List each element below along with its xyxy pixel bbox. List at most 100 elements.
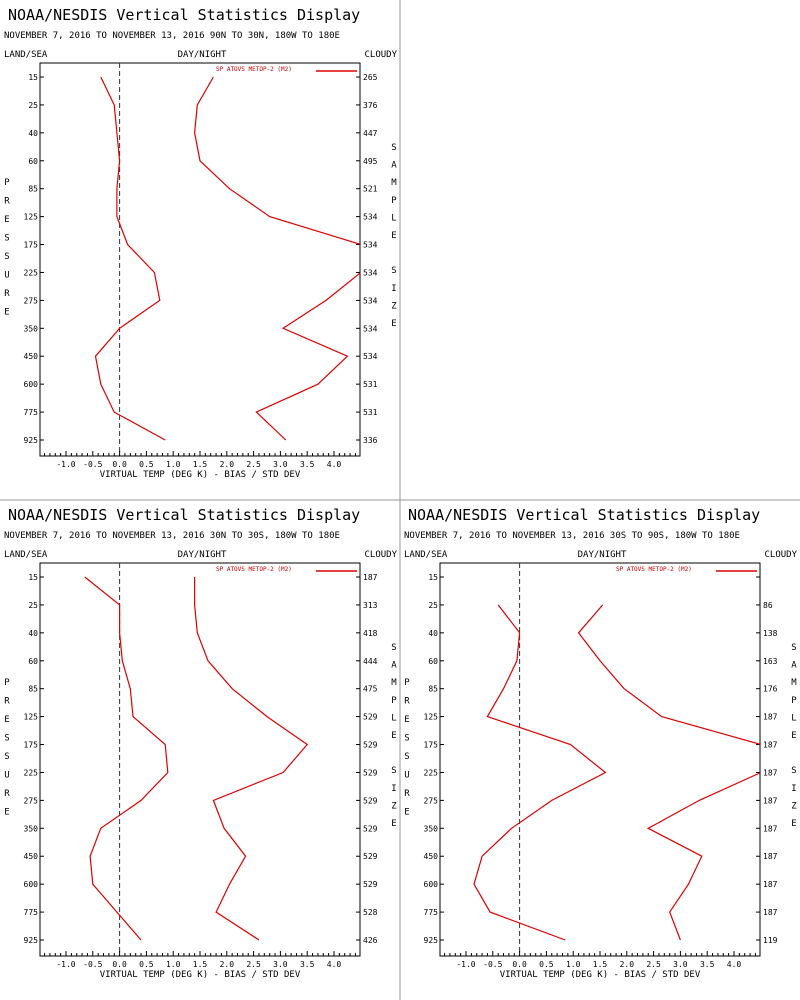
x-tick-label: 1.0 (566, 960, 581, 969)
x-tick-label: 3.0 (273, 460, 288, 469)
x-tick-label: 2.0 (620, 960, 635, 969)
pressure-level-label: 925 (24, 936, 39, 945)
sample-size-label: 475 (363, 685, 378, 694)
sample-size-side-letter: M (791, 678, 797, 688)
sample-size-label: 529 (363, 713, 378, 722)
plot-frame (39, 562, 361, 957)
pressure-side-letter: P (4, 678, 10, 688)
pressure-side-letter: P (4, 178, 10, 188)
pressure-level-label: 125 (24, 213, 39, 222)
sample-size-label: 528 (363, 908, 378, 917)
pressure-side-letter: S (4, 734, 9, 744)
pressure-side-letter: R (404, 789, 410, 799)
sample-size-side-letter: P (391, 696, 397, 706)
header-land-sea: LAND/SEA (4, 550, 48, 560)
sample-size-side-letter: S (791, 643, 796, 653)
sample-size-label: 336 (363, 436, 378, 445)
sample-size-side-letter: A (391, 661, 397, 671)
pressure-level-label: 225 (24, 768, 39, 777)
pressure-level-label: 275 (424, 796, 439, 805)
x-tick-label: 2.0 (220, 960, 235, 969)
sample-size-label: 313 (363, 601, 378, 610)
pressure-level-label: 350 (424, 824, 439, 833)
sample-size-side-letter: I (391, 784, 396, 794)
pressure-side-letter: S (4, 252, 9, 262)
sample-size-label: 187 (363, 573, 378, 582)
pressure-side-letter: E (404, 715, 409, 725)
x-tick-label: 1.5 (193, 460, 208, 469)
pressure-level-label: 775 (24, 908, 39, 917)
x-tick-label: -0.5 (483, 960, 502, 969)
sample-size-label: 265 (363, 73, 378, 82)
x-tick-label: 1.5 (593, 960, 608, 969)
sample-size-label: 529 (363, 768, 378, 777)
x-tick-label: 4.0 (327, 460, 342, 469)
legend-label: SP ATOVS METOP-2 (M2) (616, 566, 692, 573)
pressure-side-letter: E (404, 808, 409, 818)
sample-size-label: 531 (363, 408, 378, 417)
sample-size-side-letter: Z (391, 301, 397, 311)
pressure-side-letter: S (4, 752, 9, 762)
pressure-level-label: 925 (24, 436, 39, 445)
pressure-level-label: 125 (24, 713, 39, 722)
sample-size-side-letter: L (391, 213, 396, 223)
pressure-level-label: 85 (428, 685, 438, 694)
pressure-level-label: 85 (28, 685, 38, 694)
pressure-level-label: 60 (28, 157, 38, 166)
sample-size-label: 187 (763, 824, 778, 833)
x-tick-label: -1.0 (56, 960, 75, 969)
panel-title: NOAA/NESDIS Vertical Statistics Display (8, 506, 360, 524)
sample-size-label: 529 (363, 824, 378, 833)
pressure-level-label: 40 (28, 129, 38, 138)
sample-size-label: 529 (363, 880, 378, 889)
pressure-level-label: 600 (24, 380, 39, 389)
header-day-night: DAY/NIGHT (578, 550, 627, 560)
pressure-side-letter: R (404, 697, 410, 707)
x-tick-label: 4.0 (727, 960, 742, 969)
sample-size-label: 187 (763, 908, 778, 917)
sample-size-side-letter: A (791, 661, 797, 671)
sample-size-side-letter: P (391, 196, 397, 206)
sample-size-label: 119 (763, 936, 778, 945)
pressure-level-label: 25 (28, 101, 38, 110)
sample-size-side-letter: M (391, 178, 397, 188)
pressure-side-letter: U (4, 771, 9, 781)
sample-size-label: 534 (363, 268, 378, 277)
chart-panel: NOAA/NESDIS Vertical Statistics Display N… (4, 6, 398, 480)
panel-title: NOAA/NESDIS Vertical Statistics Display (408, 506, 760, 524)
sample-size-label: 187 (763, 713, 778, 722)
sample-size-label: 418 (363, 629, 378, 638)
sample-size-label: 187 (763, 741, 778, 750)
pressure-level-label: 85 (28, 185, 38, 194)
x-tick-label: 0.5 (139, 460, 154, 469)
pressure-level-label: 450 (424, 852, 439, 861)
sample-size-side-letter: L (391, 713, 396, 723)
x-tick-label: 1.0 (166, 460, 181, 469)
pressure-level-label: 175 (24, 741, 39, 750)
pressure-side-letter: S (404, 734, 409, 744)
pressure-side-letter: E (4, 715, 9, 725)
sample-size-side-letter: I (791, 784, 796, 794)
sample-size-label: 187 (763, 768, 778, 777)
x-tick-label: -0.5 (83, 460, 102, 469)
panel-subtitle: NOVEMBER 7, 2016 TO NOVEMBER 13, 2016 90… (4, 31, 340, 41)
legend-label: SP ATOVS METOP-2 (M2) (216, 566, 292, 573)
pressure-level-label: 40 (428, 629, 438, 638)
pressure-level-label: 175 (424, 741, 439, 750)
sample-size-label: 534 (363, 241, 378, 250)
bias-series-line (473, 604, 607, 941)
pressure-level-label: 60 (28, 657, 38, 666)
header-day-night: DAY/NIGHT (178, 50, 227, 60)
std-dev-series-line (193, 76, 360, 441)
plot-frame (439, 562, 761, 957)
sample-size-side-letter: E (391, 231, 396, 241)
pressure-level-label: 450 (24, 852, 39, 861)
pressure-level-label: 775 (424, 908, 439, 917)
sample-size-side-letter: Z (391, 801, 397, 811)
sample-size-side-letter: S (391, 766, 396, 776)
sample-size-label: 426 (363, 936, 378, 945)
x-tick-label: 3.0 (273, 960, 288, 969)
sample-size-label: 163 (763, 657, 778, 666)
panel-subtitle: NOVEMBER 7, 2016 TO NOVEMBER 13, 2016 30… (4, 531, 340, 541)
header-cloudy: CLOUDY (764, 550, 797, 560)
